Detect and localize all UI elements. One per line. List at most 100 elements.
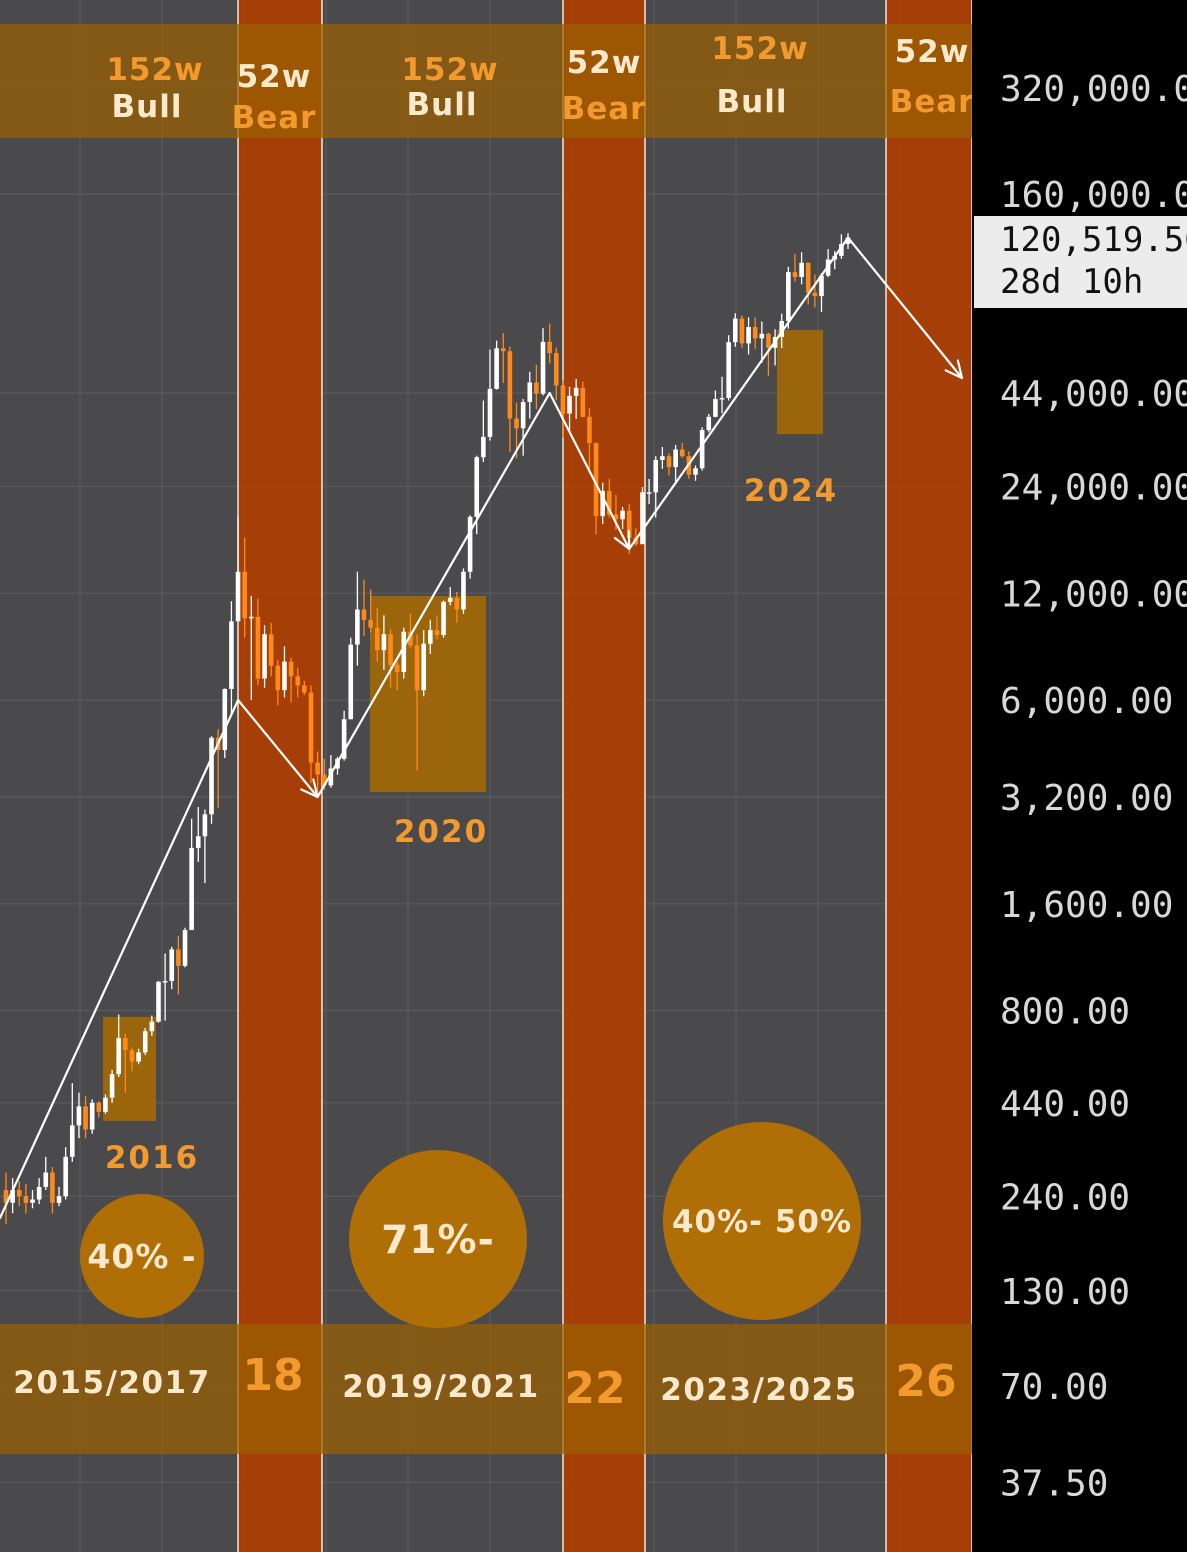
candle [527,371,533,419]
trend-segment [316,391,551,799]
candle [381,615,387,670]
candle-body [242,571,247,619]
candle [176,935,181,995]
phase-duration: 152w [711,31,808,67]
candle [30,1189,35,1209]
candle-body [454,597,460,610]
candle [706,413,712,433]
candle-body [136,1052,141,1062]
candle [268,622,274,677]
candle-body [467,516,473,572]
candle [733,313,738,347]
candle [799,252,804,285]
candle [43,1156,49,1190]
halving-year-label: 2020 [394,814,488,850]
candle [56,1186,62,1207]
candle-body [116,1038,122,1075]
candle [89,1099,95,1134]
candle [235,516,241,622]
candle-body [89,1102,95,1130]
candle-body [474,457,480,517]
candle [673,445,678,482]
candle-body [461,571,466,610]
candle-body [706,416,712,431]
candle-body [16,1189,22,1197]
bear-band-1 [238,0,322,1552]
candle-body [288,661,294,677]
candle [739,315,745,348]
candle [494,340,499,390]
candle-body [76,1106,82,1126]
candle [441,600,446,638]
candle-body [56,1196,62,1203]
candle-body [646,492,652,494]
candle-body [447,597,453,602]
price-tick-label: 800.00 [1000,992,1130,1033]
bear-year-marker: 26 [895,1356,956,1407]
candle [401,627,407,679]
candle [348,637,354,720]
candle-body [103,1097,108,1112]
candle-body [653,459,659,493]
candle-body [10,1189,15,1203]
phase-duration: 152w [106,52,203,88]
candle [540,328,546,396]
chart-area: 2016 2020 2024 40% -71%- 40%- 50% 152w Bull 52w… [0,0,972,1552]
candle-body [620,510,625,520]
candle [116,1014,122,1078]
current-price-value: 120,519.50 [1000,220,1187,260]
candle-body [733,318,738,343]
trend-arrows [0,236,964,1220]
candle [507,346,513,453]
candle [653,456,659,518]
price-tick-label: 44,000.00 [1000,374,1187,415]
candle-body [381,634,387,651]
candle-body [766,333,771,348]
phase-label: Bull [717,84,788,120]
candle-body [328,768,334,786]
candle [142,1027,148,1056]
candle-body [222,688,228,751]
candle [805,262,811,305]
candle-body [209,737,214,815]
candle [414,634,420,771]
candle [394,661,400,691]
trend-segment [548,391,631,551]
candle [295,667,301,698]
candle-body [388,634,393,665]
trend-segment [236,699,319,799]
candle-body [805,262,811,293]
candle [374,608,380,662]
candle [129,1047,135,1072]
candle [580,381,586,418]
price-tick-label: 12,000.00 [1000,574,1187,615]
price-axis-svg: 320,000.00 160,000.00 44,000.00 24,000.00 12… [974,69,1187,1504]
candle-body [812,292,818,297]
price-axis: 320,000.00 160,000.00 44,000.00 24,000.00 12… [972,0,1187,1552]
candle [646,478,652,505]
candle [786,266,791,329]
price-tick-label: 240.00 [1000,1177,1130,1218]
candle [361,579,367,636]
phase-label: Bull [112,89,183,125]
halving-box-2016 [103,1017,156,1121]
candle-body [640,492,645,545]
candle-body [3,1189,9,1203]
price-tick-label: 440.00 [1000,1084,1130,1125]
candle-body [567,395,572,414]
trend-arrowhead [613,529,631,551]
candle [534,364,539,410]
candle-body [321,774,327,786]
candle-body [43,1172,49,1187]
candle-body [83,1106,88,1130]
candle [275,659,281,706]
drawdown-label: 40% - [87,1237,196,1276]
bottom-cycle-band [0,1324,972,1454]
price-tick-label: 1,600.00 [1000,885,1173,926]
candle-body [626,510,632,538]
candle [136,1048,141,1065]
candle [759,321,765,363]
price-tick-label: 160,000.00 [1000,175,1187,216]
